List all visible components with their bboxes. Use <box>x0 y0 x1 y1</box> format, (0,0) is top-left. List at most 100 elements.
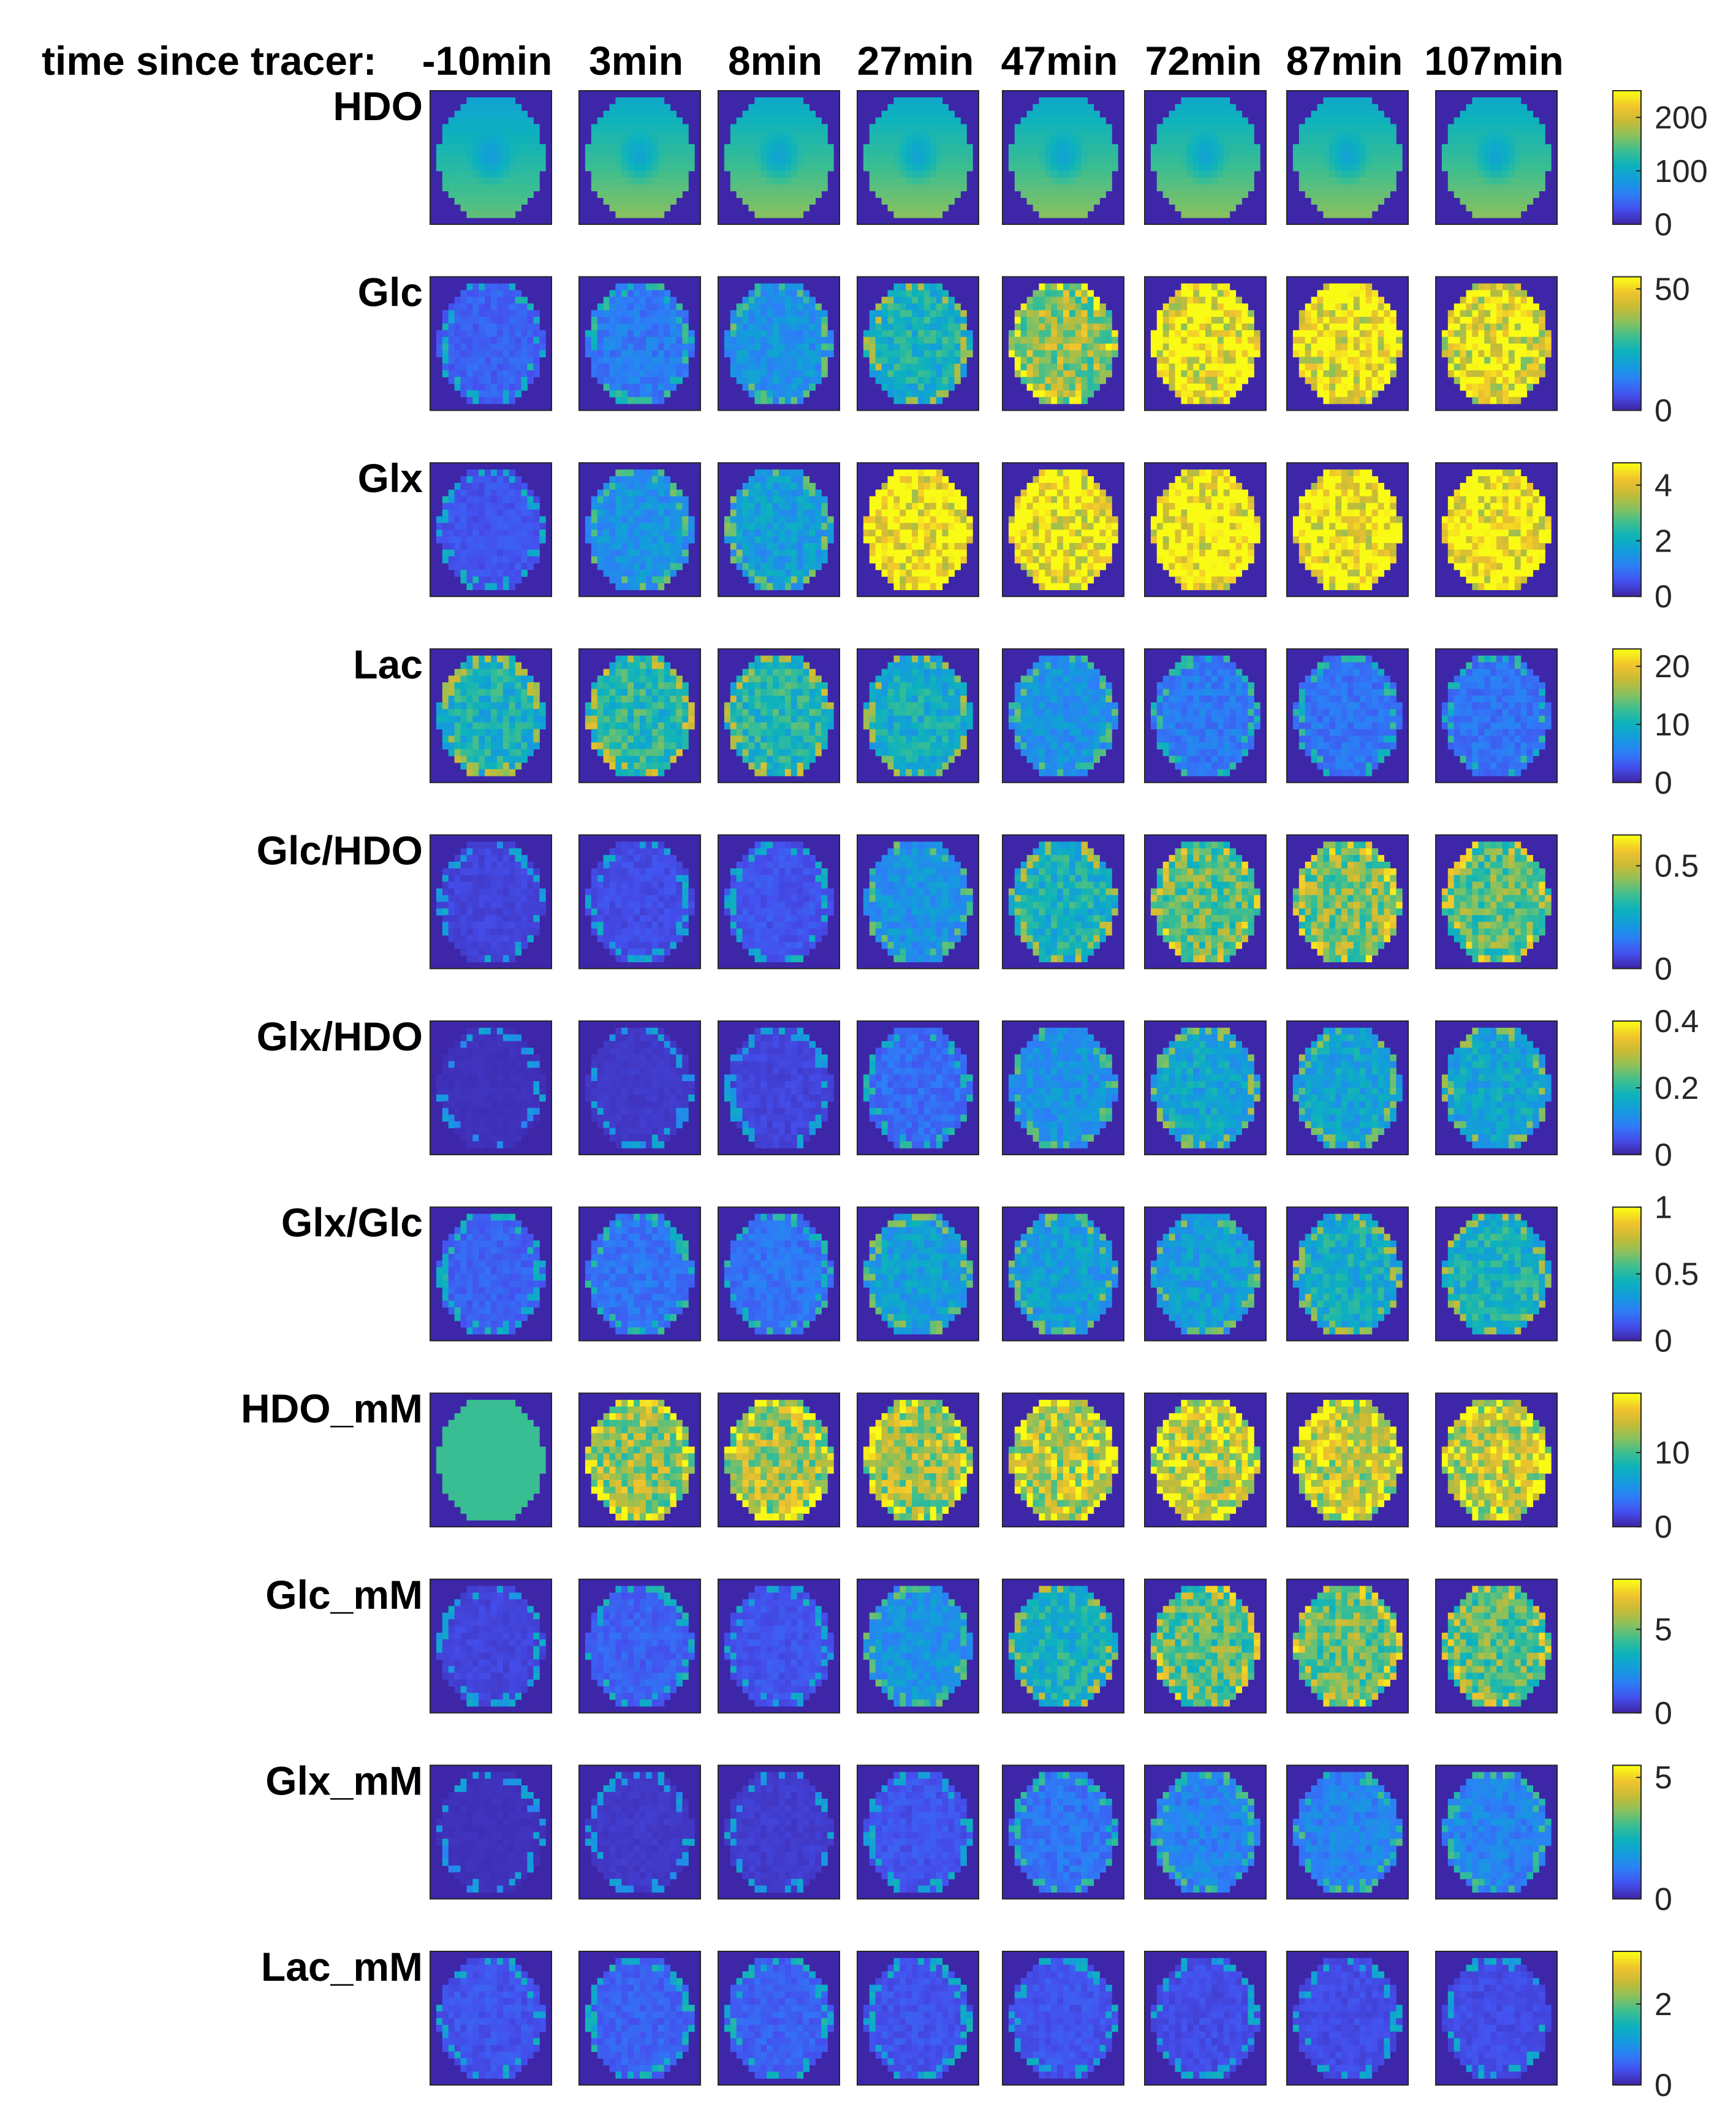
heatmap-cell <box>754 184 761 192</box>
heatmap-cell <box>1199 197 1206 205</box>
heatmap-cell <box>645 310 653 317</box>
heatmap-cell <box>1150 330 1158 338</box>
heatmap-cell <box>779 503 786 511</box>
colorbar-segment <box>1613 363 1641 366</box>
heatmap-cell <box>591 549 598 557</box>
heatmap-cell <box>1520 377 1528 384</box>
heatmap-cell <box>1359 303 1366 311</box>
heatmap-cell <box>1205 357 1212 364</box>
heatmap-cell <box>1217 151 1224 158</box>
heatmap-cell <box>1254 151 1260 158</box>
heatmap-cell <box>1187 384 1194 391</box>
heatmap-cell <box>442 370 449 378</box>
heatmap-cell <box>640 323 646 331</box>
heatmap-cell <box>1099 177 1106 185</box>
heatmap-cell <box>724 343 731 351</box>
heatmap-cell <box>634 290 640 297</box>
heatmap-cell <box>912 283 919 290</box>
heatmap-cell <box>1223 197 1230 205</box>
heatmap-cell <box>1335 124 1342 131</box>
heatmap-cell <box>1378 177 1384 185</box>
heatmap-cell <box>1211 191 1218 198</box>
heatmap-cell <box>1217 197 1224 205</box>
heatmap-cell <box>621 297 628 304</box>
heatmap-cell <box>936 303 943 311</box>
heatmap-cell <box>1187 177 1194 185</box>
heatmap-cell <box>502 124 510 131</box>
heatmap-cell <box>485 563 491 571</box>
heatmap-cell <box>779 197 786 205</box>
heatmap-cell <box>645 569 653 577</box>
heatmap-cell <box>1051 204 1058 211</box>
heatmap-cell <box>1502 357 1509 364</box>
heatmap-cell <box>491 197 498 205</box>
heatmap-cell <box>790 523 798 530</box>
heatmap-cell <box>651 363 659 371</box>
heatmap-cell <box>1490 158 1497 165</box>
heatmap-cell <box>634 137 640 145</box>
heatmap-cell <box>442 336 449 344</box>
heatmap-cell <box>658 164 665 172</box>
heatmap-cell <box>797 363 804 371</box>
heatmap-cell <box>1199 164 1206 172</box>
heatmap-cell <box>1033 350 1039 357</box>
heatmap-cell <box>509 197 516 205</box>
heatmap-cell <box>1229 343 1237 351</box>
heatmap-cell <box>1526 357 1533 364</box>
heatmap-cell <box>797 469 804 477</box>
heatmap-cell <box>1323 350 1330 357</box>
heatmap-cell <box>1490 377 1497 384</box>
heatmap-cell <box>1317 117 1324 125</box>
heatmap-frame <box>578 90 701 225</box>
heatmap-cell <box>1248 357 1254 364</box>
heatmap-cell <box>767 124 773 131</box>
colorbar-segment <box>1613 346 1641 349</box>
heatmap-cell <box>809 357 816 364</box>
heatmap-cell <box>466 569 473 577</box>
heatmap-cell <box>1039 131 1045 138</box>
heatmap-cell <box>1081 310 1088 317</box>
heatmap-cell <box>1063 170 1070 178</box>
heatmap-cell <box>1502 303 1509 311</box>
heatmap-cell <box>496 363 504 371</box>
heatmap-cell <box>797 523 804 530</box>
heatmap-cell <box>1441 144 1449 151</box>
heatmap-cell <box>736 170 743 178</box>
heatmap-cell <box>1051 184 1058 192</box>
heatmap-cell <box>773 211 779 218</box>
heatmap-frame <box>1002 90 1124 225</box>
heatmap-cell <box>670 536 677 544</box>
heatmap-cell <box>1390 137 1397 145</box>
heatmap-cell <box>767 377 773 384</box>
heatmap-cell <box>521 310 528 317</box>
heatmap-cell <box>742 336 749 344</box>
heatmap-cell <box>1105 137 1112 145</box>
heatmap-cell <box>1317 197 1324 205</box>
heatmap-cell <box>460 317 467 324</box>
heatmap-cell <box>748 204 755 211</box>
heatmap-cell <box>1217 303 1224 311</box>
colorbar-glc: 050 <box>1612 271 1690 429</box>
heatmap-cell <box>502 377 510 384</box>
heatmap-cell <box>724 336 731 344</box>
heatmap-cell <box>1359 117 1366 125</box>
heatmap-cell <box>1087 170 1094 178</box>
heatmap-cell <box>670 170 677 178</box>
heatmap-cell <box>1514 104 1522 112</box>
heatmap-cell <box>502 350 510 357</box>
heatmap-cell <box>1371 177 1379 185</box>
heatmap-cell <box>809 177 816 185</box>
heatmap-cell <box>1241 336 1248 344</box>
heatmap-cell <box>906 343 912 351</box>
heatmap-cell <box>790 330 798 338</box>
heatmap-cell <box>491 343 498 351</box>
heatmap-cell <box>521 370 528 378</box>
heatmap-cell <box>1045 184 1052 192</box>
heatmap-cell <box>1508 323 1515 331</box>
heatmap-cell <box>651 117 659 125</box>
heatmap-cell <box>1169 124 1176 131</box>
heatmap-cell <box>1341 158 1348 165</box>
heatmap-cell <box>1187 158 1194 165</box>
heatmap-cell <box>664 377 671 384</box>
heatmap-cell <box>1472 297 1479 304</box>
